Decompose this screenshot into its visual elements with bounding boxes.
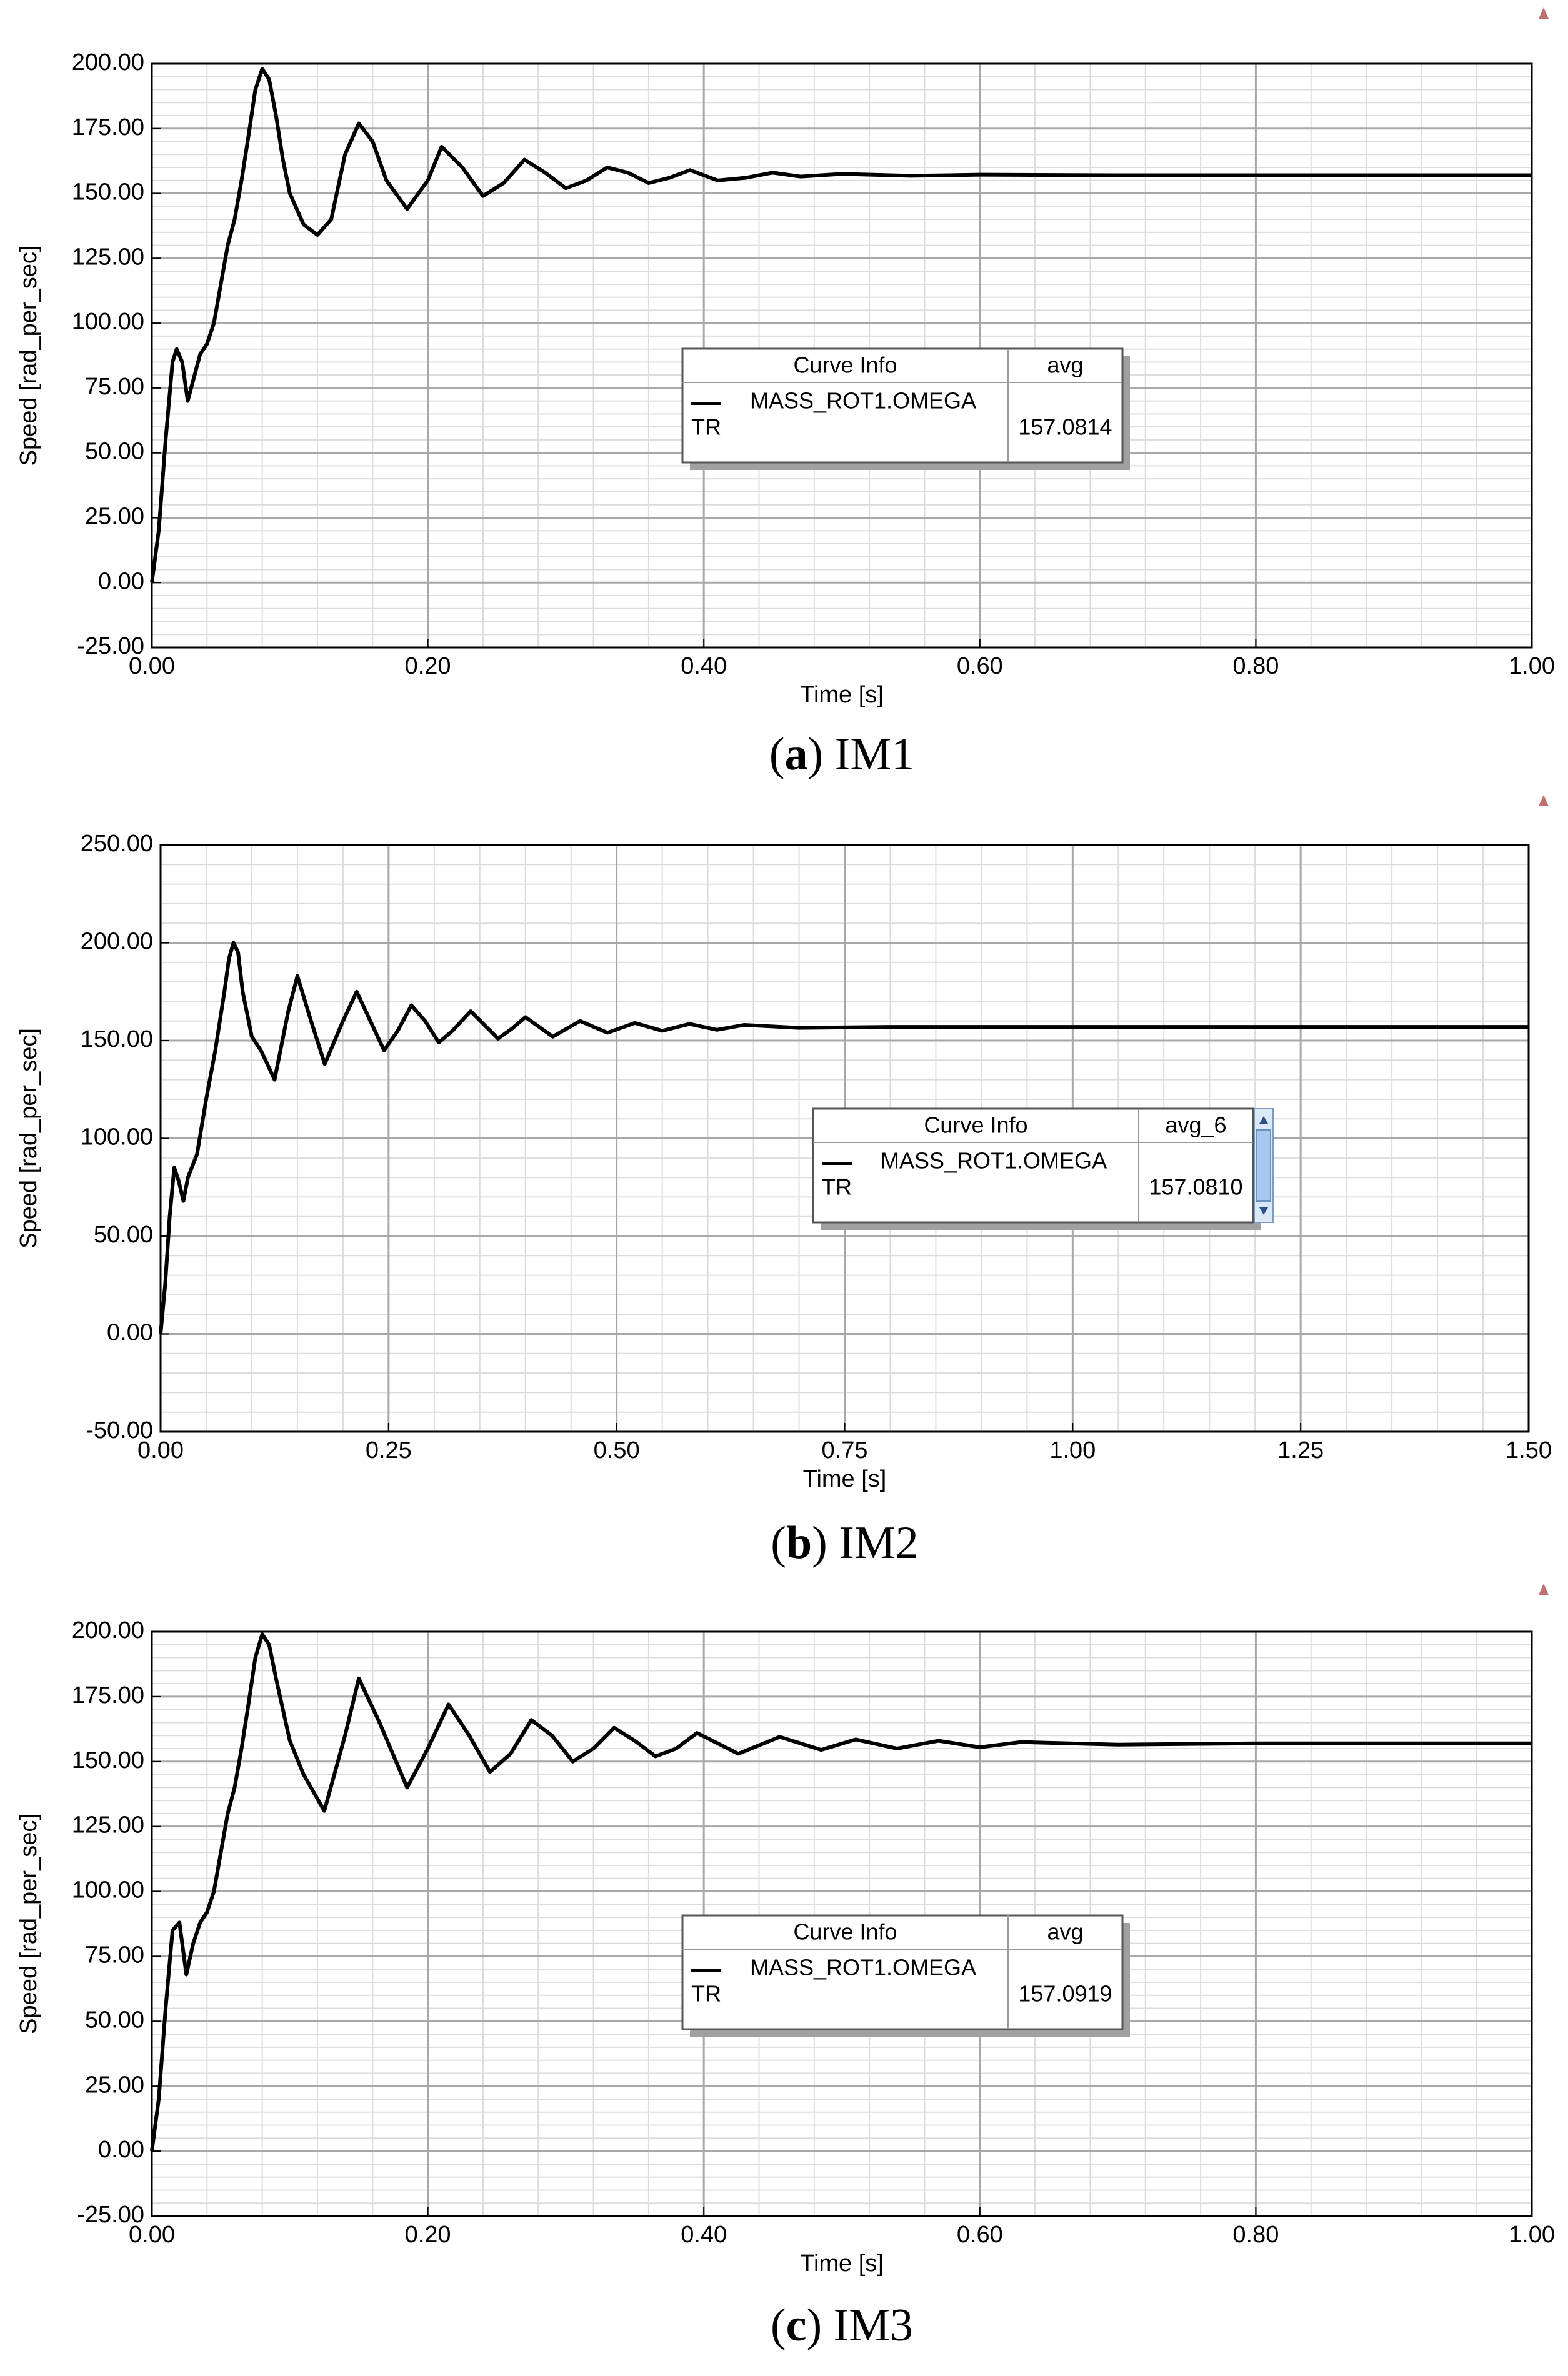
y-tick-label: 50.00 [94,1222,153,1248]
legend-box [812,1107,1254,1224]
x-axis-label: Time [s] [803,1466,887,1492]
y-tick-label: 75.00 [85,1942,144,1968]
legend-source: TR [691,1981,721,2007]
corner-icon [1539,795,1549,806]
x-tick-label: 0.20 [405,653,451,679]
y-tick-label: 0.00 [98,2137,144,2163]
legend-stat: 157.0919 [1018,1981,1112,2007]
y-tick-label: 125.00 [72,1812,144,1839]
caption-part: ( [771,1517,786,1569]
x-tick-label: 0.60 [957,2222,1003,2248]
x-tick-label: 0.00 [129,653,175,679]
y-tick-label: 150.00 [72,179,144,206]
x-tick-label: 1.00 [1049,1437,1096,1464]
x-axis-label: Time [s] [800,682,884,708]
y-tick-label: 250.00 [81,831,153,857]
y-tick-label: -50.00 [86,1417,153,1444]
caption-part: ) IM1 [808,729,915,780]
y-tick-label: 175.00 [72,1682,144,1709]
plot-frame [151,62,1533,649]
legend-stat-header: avg_6 [1165,1112,1226,1138]
corner-icon [1539,7,1549,19]
scroll-up [1259,1116,1268,1124]
y-tick-label: 200.00 [72,1617,144,1644]
y-tick-label: 75.00 [85,374,144,400]
caption-part: ) IM3 [806,2300,913,2351]
legend-box [681,347,1124,464]
y-tick-label: 50.00 [85,2007,144,2033]
x-tick-label: 0.50 [594,1437,640,1464]
y-tick-label: 200.00 [72,49,144,76]
y-tick-label: 50.00 [85,439,144,465]
legend-entry: MASS_ROT1.OMEGA [750,388,976,414]
y-tick-label: 100.00 [72,1877,144,1904]
y-tick-label: 150.00 [72,1747,144,1774]
legend-header: Curve Info [793,1919,897,1945]
caption-part: b [786,1517,812,1569]
y-tick-label: -25.00 [77,633,144,659]
caption-part: ) IM2 [812,1517,919,1569]
y-axis-label: Speed [rad_per_sec] [16,1814,42,2034]
x-tick-label: 0.80 [1232,653,1279,679]
caption-part: a [785,729,808,780]
caption: (b) IM2 [771,1517,918,1569]
x-tick-label: 1.25 [1277,1437,1324,1464]
scrollbar-thumb [1256,1129,1271,1202]
plot-frame [151,1630,1533,2217]
y-tick-label: 0.00 [98,568,144,594]
y-tick-label: 175.00 [72,114,144,141]
y-tick-label: -25.00 [77,2202,144,2228]
y-tick-label: 200.00 [81,929,153,955]
caption-part: ( [769,729,785,780]
data-line [159,941,1529,1334]
x-tick-label: 0.00 [129,2222,175,2248]
legend-box [681,1914,1124,2030]
x-tick-label: 0.80 [1232,2222,1279,2248]
x-tick-label: 1.00 [1509,653,1555,679]
legend-source: TR [691,414,721,440]
x-tick-label: 0.00 [137,1437,184,1464]
x-tick-label: 0.60 [957,653,1003,679]
x-tick-label: 1.50 [1506,1437,1552,1464]
scroll-down [1259,1207,1268,1215]
x-tick-label: 0.40 [681,2222,727,2248]
corner-icon [1539,1584,1549,1595]
data-line [150,67,1532,583]
y-tick-label: 100.00 [72,309,144,335]
x-tick-label: 0.20 [405,2222,451,2248]
y-tick-label: 25.00 [85,503,144,529]
x-tick-label: 1.00 [1509,2222,1555,2248]
y-tick-label: 125.00 [72,244,144,270]
legend-stat-header: avg [1047,352,1083,378]
caption: (c) IM3 [771,2300,913,2351]
legend-source: TR [822,1174,852,1200]
x-tick-label: 0.25 [366,1437,412,1464]
caption-part: ( [771,2300,786,2351]
caption-part: c [786,2300,807,2351]
y-axis-label: Speed [rad_per_sec] [16,1028,42,1249]
y-tick-label: 25.00 [85,2072,144,2098]
legend-header: Curve Info [793,352,897,378]
x-tick-label: 0.75 [822,1437,868,1464]
legend-header: Curve Info [924,1112,1027,1138]
legend-stat: 157.0810 [1149,1174,1242,1200]
y-tick-label: 150.00 [81,1026,153,1052]
y-tick-label: 100.00 [81,1124,153,1151]
plot-frame [159,844,1530,1433]
caption: (a) IM1 [769,729,914,780]
y-axis-label: Speed [rad_per_sec] [16,246,42,466]
legend-stat: 157.0814 [1018,414,1112,440]
y-tick-label: 0.00 [107,1320,153,1346]
x-axis-label: Time [s] [800,2250,884,2277]
data-line [150,1632,1532,2152]
legend-entry: MASS_ROT1.OMEGA [750,1955,976,1980]
legend-entry: MASS_ROT1.OMEGA [881,1148,1107,1174]
legend-stat-header: avg [1047,1919,1083,1945]
x-tick-label: 0.40 [681,653,727,679]
